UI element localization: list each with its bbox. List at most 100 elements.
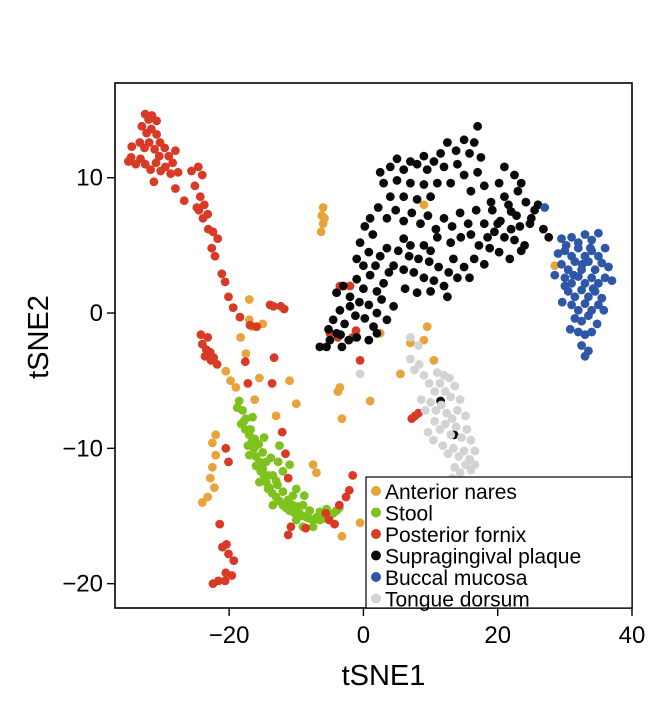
axes: −20 0 20 40 −20 −10 0 10 — [62, 165, 645, 649]
data-point — [239, 416, 249, 426]
data-point — [318, 203, 328, 212]
data-point — [513, 186, 523, 196]
data-point — [476, 153, 486, 162]
data-point — [359, 284, 368, 294]
data-point — [453, 406, 462, 415]
data-point — [322, 342, 331, 352]
legend-marker — [371, 550, 381, 561]
legend-marker — [371, 572, 381, 582]
data-point — [462, 425, 472, 434]
data-point — [152, 116, 162, 126]
data-point — [451, 146, 461, 156]
data-point — [580, 230, 590, 239]
data-point — [226, 376, 235, 386]
data-point — [244, 450, 254, 460]
data-point — [479, 181, 489, 191]
data-point — [259, 433, 269, 442]
data-point — [557, 259, 566, 269]
data-point — [123, 157, 133, 166]
data-point — [281, 449, 290, 459]
data-point — [198, 213, 208, 223]
data-point — [569, 270, 578, 280]
data-point — [446, 430, 456, 440]
data-point — [355, 356, 365, 365]
data-point — [432, 178, 442, 188]
data-point — [382, 315, 392, 325]
data-point — [479, 259, 489, 269]
data-point — [521, 197, 531, 207]
legend-label: Anterior nares — [385, 481, 517, 504]
data-point — [400, 284, 410, 294]
data-point — [516, 178, 526, 188]
data-point — [515, 222, 525, 231]
data-point — [364, 247, 374, 257]
data-point — [607, 276, 617, 285]
data-point — [432, 232, 442, 242]
data-point — [560, 246, 570, 256]
data-point — [422, 165, 432, 175]
data-point — [258, 448, 268, 457]
data-point — [324, 324, 333, 334]
data-point — [195, 192, 205, 202]
data-point — [442, 408, 452, 418]
data-point — [453, 273, 462, 283]
data-point — [271, 411, 281, 421]
data-point — [466, 186, 476, 196]
data-point — [577, 316, 586, 326]
data-point — [348, 471, 358, 480]
data-point — [149, 177, 159, 187]
data-point — [255, 373, 264, 383]
data-point — [399, 265, 409, 275]
data-point — [429, 276, 439, 285]
data-point — [510, 235, 519, 245]
data-point — [224, 292, 233, 302]
data-point — [375, 167, 385, 177]
data-point — [328, 315, 338, 325]
data-point — [553, 249, 563, 258]
data-point — [493, 219, 503, 229]
data-point — [371, 261, 380, 271]
data-point — [414, 254, 423, 264]
data-point — [336, 330, 345, 340]
data-point — [436, 400, 446, 410]
data-point — [592, 319, 602, 329]
data-point — [570, 257, 580, 266]
data-point — [412, 195, 422, 204]
data-point — [368, 230, 378, 239]
data-point — [320, 213, 329, 223]
data-point — [604, 262, 613, 272]
data-point — [447, 222, 457, 231]
data-point — [494, 178, 504, 188]
data-point — [450, 462, 460, 472]
data-point — [407, 414, 417, 423]
data-point — [426, 287, 435, 296]
data-point — [594, 300, 603, 310]
data-point — [424, 379, 434, 388]
data-point — [406, 241, 415, 250]
data-point — [385, 162, 395, 172]
data-point — [360, 222, 370, 231]
data-point — [550, 270, 560, 280]
data-point — [344, 335, 354, 345]
data-point — [526, 213, 536, 223]
data-point — [197, 498, 207, 507]
data-point — [461, 460, 470, 469]
data-point — [430, 387, 439, 396]
data-point — [160, 143, 170, 153]
data-point — [429, 356, 439, 365]
data-point — [173, 167, 183, 177]
data-point — [590, 265, 600, 275]
data-point — [573, 243, 583, 253]
data-point — [283, 473, 293, 483]
series-4 — [540, 203, 617, 361]
legend-label: Tongue dorsum — [385, 589, 530, 612]
data-point — [392, 176, 402, 185]
data-point — [453, 159, 462, 169]
data-point — [456, 232, 466, 242]
data-point — [565, 324, 575, 334]
data-point — [355, 518, 365, 528]
data-point — [490, 227, 499, 237]
legend-label: Posterior fornix — [385, 524, 527, 547]
data-point — [312, 468, 321, 478]
data-point — [512, 211, 521, 221]
